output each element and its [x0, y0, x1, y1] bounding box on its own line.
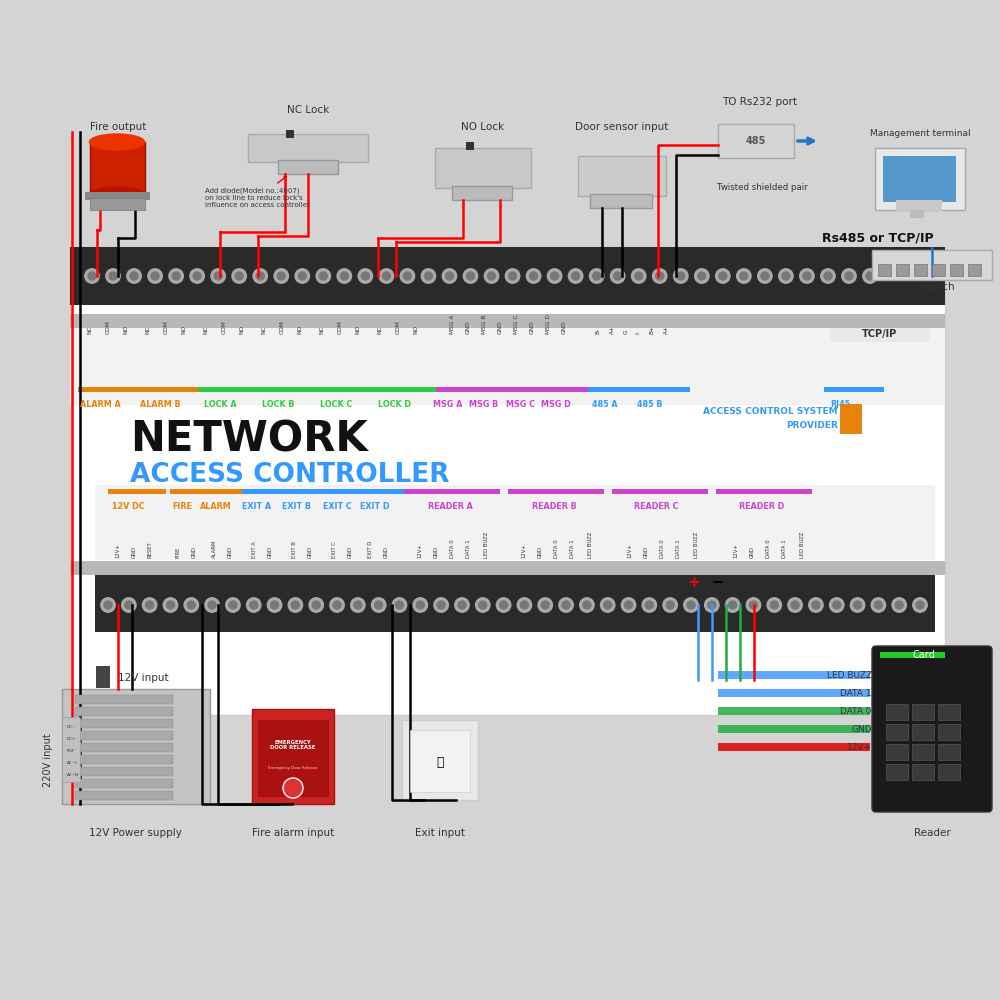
Text: MSG D: MSG D — [546, 314, 550, 334]
Circle shape — [621, 598, 636, 612]
Circle shape — [375, 601, 383, 609]
Circle shape — [125, 601, 133, 609]
Bar — [912, 744, 934, 760]
Circle shape — [892, 598, 906, 612]
Bar — [938, 724, 960, 740]
Bar — [70, 247, 945, 305]
Text: 12V DC: 12V DC — [112, 502, 144, 511]
Circle shape — [684, 598, 698, 612]
Circle shape — [298, 272, 306, 280]
Text: NC Lock: NC Lock — [287, 105, 329, 115]
Text: GND: GND — [851, 724, 872, 734]
Circle shape — [309, 598, 323, 612]
Text: Switch: Switch — [921, 282, 955, 292]
Bar — [872, 250, 992, 280]
Bar — [138, 387, 216, 392]
Text: GND: GND — [750, 546, 755, 558]
Circle shape — [663, 598, 677, 612]
Circle shape — [656, 272, 664, 280]
Circle shape — [580, 598, 594, 612]
Text: DATA 0: DATA 0 — [660, 539, 664, 558]
Circle shape — [445, 272, 453, 280]
Circle shape — [666, 601, 674, 609]
Circle shape — [895, 601, 903, 609]
Circle shape — [122, 598, 136, 612]
Bar — [436, 387, 496, 392]
Bar — [718, 689, 870, 697]
Text: MSG A: MSG A — [433, 400, 463, 409]
Circle shape — [845, 272, 853, 280]
Text: TO Rs232 port: TO Rs232 port — [722, 97, 798, 107]
Text: DATA 0: DATA 0 — [766, 539, 770, 558]
Bar — [883, 156, 956, 202]
Circle shape — [235, 272, 243, 280]
Circle shape — [319, 272, 327, 280]
Bar — [75, 779, 173, 788]
Circle shape — [568, 269, 583, 283]
Bar — [932, 264, 945, 276]
Text: MSG C: MSG C — [514, 314, 518, 334]
Bar — [75, 791, 173, 800]
Bar — [508, 387, 568, 392]
Bar — [404, 489, 500, 494]
Text: GND: GND — [644, 546, 648, 558]
Bar — [912, 704, 934, 720]
Circle shape — [101, 598, 115, 612]
Text: LED BUZZ: LED BUZZ — [484, 532, 488, 558]
Text: 12V+: 12V+ — [734, 543, 738, 558]
Text: NO: NO — [182, 325, 186, 334]
Bar — [170, 489, 204, 494]
Circle shape — [205, 598, 219, 612]
Circle shape — [496, 598, 511, 612]
Text: LOCK D: LOCK D — [378, 400, 411, 409]
Circle shape — [705, 598, 719, 612]
Circle shape — [788, 598, 802, 612]
Bar — [938, 704, 960, 720]
Circle shape — [277, 272, 285, 280]
Bar — [914, 264, 927, 276]
Bar — [612, 489, 708, 494]
Text: B+: B+ — [650, 325, 654, 334]
Bar — [95, 574, 935, 632]
Circle shape — [791, 601, 799, 609]
Bar — [360, 489, 406, 494]
Circle shape — [674, 269, 688, 283]
Circle shape — [488, 272, 496, 280]
Text: DATA 0: DATA 0 — [450, 539, 454, 558]
Bar — [198, 387, 280, 392]
Circle shape — [854, 601, 862, 609]
Text: Add diode(Model no.:4007)
on lock line to reduce lock's
influence on access cont: Add diode(Model no.:4007) on lock line t… — [205, 177, 310, 208]
Text: 12V+: 12V+ — [847, 742, 872, 752]
Text: FIRE: FIRE — [176, 547, 180, 558]
Circle shape — [614, 272, 622, 280]
Circle shape — [413, 598, 428, 612]
Bar — [578, 156, 666, 196]
Text: MSG B: MSG B — [469, 400, 499, 409]
Circle shape — [833, 601, 841, 609]
Text: Fire output: Fire output — [90, 122, 146, 132]
Text: 12V+: 12V+ — [522, 543, 526, 558]
Circle shape — [708, 601, 716, 609]
Bar — [896, 200, 942, 212]
Bar — [466, 142, 474, 150]
Circle shape — [214, 272, 222, 280]
Circle shape — [913, 598, 927, 612]
Circle shape — [283, 778, 303, 798]
Circle shape — [842, 269, 856, 283]
Text: Management terminal: Management terminal — [870, 129, 970, 138]
Circle shape — [88, 272, 96, 280]
Text: FIRE: FIRE — [172, 502, 192, 511]
Bar — [824, 387, 884, 392]
Circle shape — [130, 272, 138, 280]
Circle shape — [146, 601, 154, 609]
Circle shape — [190, 269, 204, 283]
Text: ALARM A: ALARM A — [80, 400, 120, 409]
Circle shape — [517, 598, 532, 612]
Text: GND: GND — [384, 546, 388, 558]
Text: DATA 1: DATA 1 — [466, 539, 471, 558]
Circle shape — [434, 598, 448, 612]
Ellipse shape — [90, 134, 144, 150]
Circle shape — [850, 598, 865, 612]
Text: 🔑: 🔑 — [436, 756, 444, 768]
Text: EXIT B: EXIT B — [283, 502, 312, 511]
